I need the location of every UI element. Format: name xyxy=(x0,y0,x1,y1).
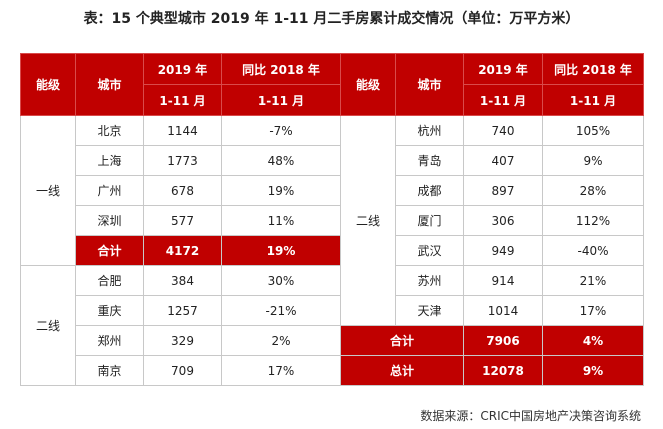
level-cell-tier2-left: 二线 xyxy=(20,265,76,386)
header-row-2: 1-11 月 1-11 月 1-11 月 1-11 月 xyxy=(21,84,644,116)
header-yoy-period-left: 1-11 月 xyxy=(221,84,341,116)
header-city-right: 城市 xyxy=(395,53,464,116)
yoy-cell: 17% xyxy=(221,355,341,386)
city-cell: 合肥 xyxy=(75,265,144,296)
table-row: 合计 4172 19% 武汉 949 -40% xyxy=(21,235,644,266)
city-cell: 深圳 xyxy=(75,205,144,236)
total-yoy: 9% xyxy=(542,355,644,386)
city-cell: 青岛 xyxy=(395,145,464,176)
header-period-right: 1-11 月 xyxy=(463,84,543,116)
table-title: 表：15 个典型城市 2019 年 1-11 月二手房累计成交情况（单位：万平方… xyxy=(83,11,580,27)
city-cell: 北京 xyxy=(75,115,144,146)
value-cell: 709 xyxy=(143,355,222,386)
yoy-cell: 30% xyxy=(221,265,341,296)
subtotal-label-left: 合计 xyxy=(75,235,144,266)
yoy-cell: -40% xyxy=(542,235,644,266)
level-cell-tier2-right: 二线 xyxy=(340,115,396,326)
city-cell: 苏州 xyxy=(395,265,464,296)
city-cell: 天津 xyxy=(395,295,464,326)
header-year-right: 2019 年 xyxy=(463,53,543,85)
city-cell: 杭州 xyxy=(395,115,464,146)
yoy-cell: -21% xyxy=(221,295,341,326)
subtotal-yoy-left: 19% xyxy=(221,235,341,266)
city-cell: 成都 xyxy=(395,175,464,206)
value-cell: 1014 xyxy=(463,295,543,326)
yoy-cell: 112% xyxy=(542,205,644,236)
value-cell: 407 xyxy=(463,145,543,176)
value-cell: 897 xyxy=(463,175,543,206)
subtotal-value-right: 7906 xyxy=(463,325,543,356)
header-yoy-period-right: 1-11 月 xyxy=(542,84,644,116)
value-cell: 329 xyxy=(143,325,222,356)
total-value: 12078 xyxy=(463,355,543,386)
subtotal-value-left: 4172 xyxy=(143,235,222,266)
value-cell: 306 xyxy=(463,205,543,236)
subtotal-label-right: 合计 xyxy=(340,325,464,356)
city-cell: 厦门 xyxy=(395,205,464,236)
header-row: 能级 城市 2019 年 同比 2018 年 能级 城市 2019 年 同比 2… xyxy=(20,53,644,116)
city-cell: 郑州 xyxy=(75,325,144,356)
level-cell-tier1: 一线 xyxy=(20,115,76,266)
yoy-cell: 21% xyxy=(542,265,644,296)
header-city-left: 城市 xyxy=(75,53,144,116)
value-cell: 740 xyxy=(463,115,543,146)
city-cell: 重庆 xyxy=(75,295,144,326)
table-row: 重庆 1257 -21% 天津 1014 17% xyxy=(21,295,644,326)
table-row: 郑州 329 2% 合计 7906 4% xyxy=(21,325,644,356)
yoy-cell: 28% xyxy=(542,175,644,206)
header-yoy-left: 同比 2018 年 xyxy=(221,53,341,85)
value-cell: 1773 xyxy=(143,145,222,176)
value-cell: 384 xyxy=(143,265,222,296)
city-cell: 上海 xyxy=(75,145,144,176)
value-cell: 1144 xyxy=(143,115,222,146)
header-yoy-right: 同比 2018 年 xyxy=(542,53,644,85)
data-source-note: 数据来源：CRIC中国房地产决策咨询系统 xyxy=(420,409,641,423)
yoy-cell: 9% xyxy=(542,145,644,176)
header-level-left: 能级 xyxy=(20,53,76,116)
total-label: 总计 xyxy=(340,355,464,386)
subtotal-yoy-right: 4% xyxy=(542,325,644,356)
table-row: 一线 北京 1144 -7% 二线 杭州 740 105% xyxy=(20,115,644,326)
yoy-cell: 105% xyxy=(542,115,644,146)
table-row: 广州 678 19% 成都 897 28% xyxy=(21,175,644,206)
table-row: 深圳 577 11% 厦门 306 112% xyxy=(21,205,644,236)
table-row: 南京 709 17% 总计 12078 9% xyxy=(21,355,644,386)
table-row: 上海 1773 48% 青岛 407 9% xyxy=(21,145,644,176)
yoy-cell: 48% xyxy=(221,145,341,176)
value-cell: 914 xyxy=(463,265,543,296)
value-cell: 678 xyxy=(143,175,222,206)
yoy-cell: 17% xyxy=(542,295,644,326)
yoy-cell: 11% xyxy=(221,205,341,236)
yoy-cell: -7% xyxy=(221,115,341,146)
header-level-right: 能级 xyxy=(340,53,396,116)
table-row: 二线 合肥 384 30% 苏州 914 21% xyxy=(20,265,644,386)
yoy-cell: 2% xyxy=(221,325,341,356)
transaction-table: 能级 城市 2019 年 同比 2018 年 能级 城市 2019 年 同比 2… xyxy=(20,53,644,386)
value-cell: 949 xyxy=(463,235,543,266)
header-period-left: 1-11 月 xyxy=(143,84,222,116)
city-cell: 武汉 xyxy=(395,235,464,266)
city-cell: 南京 xyxy=(75,355,144,386)
value-cell: 577 xyxy=(143,205,222,236)
value-cell: 1257 xyxy=(143,295,222,326)
yoy-cell: 19% xyxy=(221,175,341,206)
city-cell: 广州 xyxy=(75,175,144,206)
header-year-left: 2019 年 xyxy=(143,53,222,85)
